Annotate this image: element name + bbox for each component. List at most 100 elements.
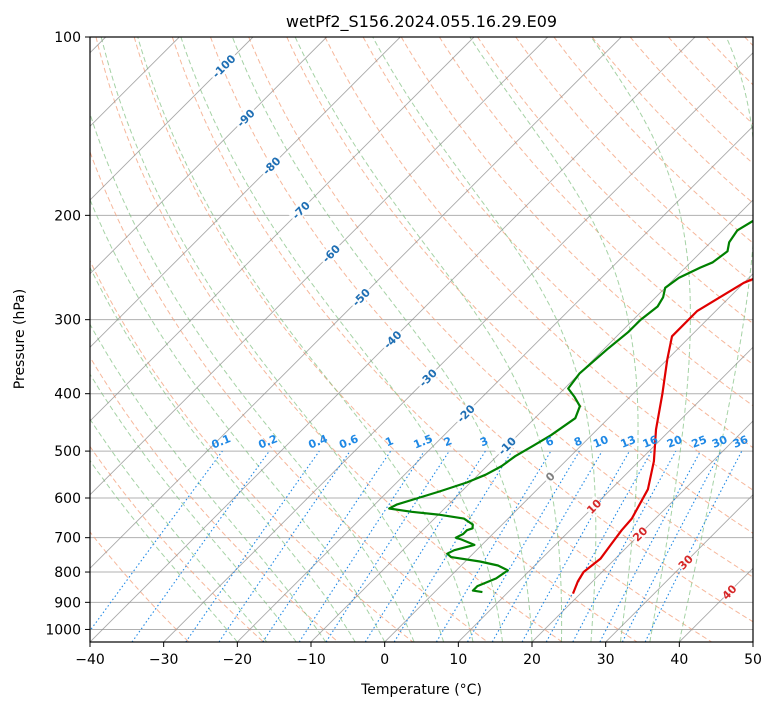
- mixing-ratio-label: 25: [690, 433, 709, 451]
- isotherm-label-bg: [207, 49, 240, 82]
- x-tick-label: −20: [223, 652, 253, 668]
- mixing-ratio-label: 30: [710, 433, 729, 451]
- skewed-isotherm: [163, 52, 753, 642]
- moist-adiabat: [590, 37, 691, 642]
- y-tick-label: 900: [54, 595, 81, 611]
- isotherm-label-bg: [258, 152, 285, 179]
- isotherm-label-bg: [540, 467, 559, 486]
- skewed-isotherm: [90, 37, 475, 422]
- y-axis-ticks: 100 200 300 400 500 600 700 800 900 1000: [45, 30, 90, 638]
- dry-adiabat: [438, 37, 753, 366]
- x-tick-label: −10: [296, 652, 326, 668]
- mixing-ratio-line: [262, 450, 392, 642]
- skewed-isotherm: [310, 199, 753, 642]
- moist-adiabat: [100, 37, 445, 642]
- dry-adiabat: [210, 37, 753, 623]
- y-tick-label: 700: [54, 531, 81, 547]
- dry-adiabat: [324, 37, 753, 491]
- isotherm-label-bg: [629, 523, 650, 544]
- x-axis-title: Temperature (°C): [360, 682, 482, 698]
- mixing-ratio-label: 3: [478, 434, 490, 449]
- mixing-ratio-label: 10: [591, 433, 610, 451]
- dry-adiabat: [95, 37, 563, 642]
- isotherm-label-bg: [493, 432, 520, 459]
- mixing-ratio-line: [572, 450, 677, 642]
- dry-adiabat: [171, 37, 712, 642]
- moist-adiabat: [90, 373, 297, 642]
- plot-area: [90, 37, 753, 642]
- x-tick-label: 40: [670, 652, 688, 668]
- mixing-ratio-label: 2: [442, 434, 454, 449]
- y-tick-label: 800: [54, 565, 81, 581]
- moist-adiabat: [90, 198, 386, 642]
- skewed-isotherm: [90, 37, 549, 496]
- isotherm-label-bg: [414, 364, 441, 391]
- series-line-temperature: [571, 277, 753, 595]
- x-tick-label: 30: [597, 652, 615, 668]
- moist-adiabat: [372, 37, 597, 642]
- isotherm-label: 0: [540, 467, 559, 486]
- mixing-ratio-label: 36: [731, 433, 750, 451]
- dry-adiabat: [133, 37, 638, 642]
- dry-adiabat: [553, 37, 753, 244]
- y-tick-label: 1000: [45, 622, 81, 638]
- dry-adiabat: [90, 445, 264, 642]
- x-tick-label: 0: [380, 652, 389, 668]
- mixing-ratio-line: [131, 450, 270, 642]
- skewed-isotherm: [236, 125, 753, 642]
- skewed-isotherm: [90, 37, 401, 348]
- mixing-ratio-label: 8: [572, 434, 584, 449]
- isotherm-label-bg: [379, 326, 406, 353]
- profile-series: [388, 219, 753, 595]
- skewed-isotherm: [90, 37, 254, 201]
- moist-adiabat: [294, 37, 563, 642]
- moist-adiabat: [90, 418, 268, 642]
- mixing-ratio-line: [90, 450, 223, 632]
- y-tick-label: 600: [54, 491, 81, 507]
- isotherm-label-bg: [674, 551, 696, 573]
- y-tick-label: 200: [54, 208, 81, 224]
- mixing-ratio-line: [218, 450, 351, 642]
- dry-adiabat: [515, 37, 753, 284]
- dry-adiabat: [286, 37, 753, 534]
- x-tick-label: 20: [523, 652, 541, 668]
- y-tick-label: 100: [54, 30, 81, 46]
- mixing-ratio-line: [644, 450, 743, 642]
- y-tick-label: 400: [54, 387, 81, 403]
- mixing-ratio-label: 16: [641, 433, 660, 451]
- dry-adiabat: [248, 37, 753, 578]
- mixing-ratio-line: [521, 450, 630, 642]
- isotherm-label-bg: [347, 283, 374, 311]
- mixing-ratio-line: [298, 450, 425, 642]
- dry-adiabat: [400, 37, 753, 407]
- skewed-isotherms: [90, 37, 753, 642]
- y-tick-label: 500: [54, 444, 81, 460]
- mixing-ratio-line: [393, 450, 513, 642]
- skewed-isotherm: [531, 420, 753, 642]
- plot-frame: [89, 36, 754, 643]
- x-tick-label: 50: [744, 652, 762, 668]
- moist-adiabat: [469, 37, 639, 642]
- pressure-gridlines: [90, 37, 753, 630]
- x-tick-label: −30: [149, 652, 179, 668]
- mixing-ratio-label: 1: [383, 434, 395, 449]
- moist-adiabats: [90, 37, 753, 642]
- series-line-dewpoint: [388, 219, 753, 594]
- isotherm-label-bg: [232, 104, 259, 131]
- mixing-ratio-label: 13: [619, 433, 638, 451]
- mixing-ratio-line: [545, 450, 653, 642]
- moist-adiabat: [90, 266, 356, 642]
- isotherm-label-bg: [583, 495, 604, 517]
- chart-title: wetPf2_S156.2024.055.16.29.E09: [286, 12, 557, 32]
- skewed-isotherm: [457, 346, 753, 642]
- x-tick-label: −40: [75, 652, 105, 668]
- mixing-ratio-line: [185, 450, 320, 642]
- x-tick-label: 10: [449, 652, 467, 668]
- skewed-isotherm: [90, 37, 622, 569]
- isotherm-label-bg: [718, 581, 740, 602]
- isotherm-label-bg: [452, 400, 479, 427]
- moist-adiabat: [90, 323, 327, 642]
- isotherm-label-bg: [287, 196, 314, 223]
- y-tick-label: 300: [54, 313, 81, 329]
